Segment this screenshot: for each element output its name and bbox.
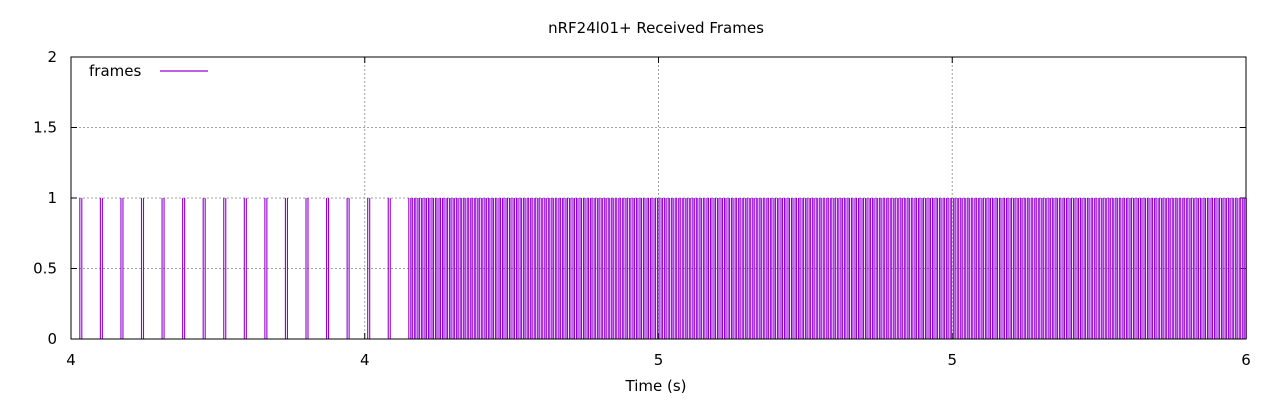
y-tick-label: 0.5 [33,260,57,278]
x-tick-label: 4 [66,351,76,369]
grid [71,57,1246,339]
y-tick-labels: 0 0.5 1 1.5 2 [33,48,57,348]
legend: frames [89,62,208,80]
series-frames [79,198,1247,339]
y-tick-label: 1 [47,189,57,207]
x-tick-label: 5 [947,351,957,369]
plot-border [70,56,1247,340]
x-tick-label: 6 [1241,351,1251,369]
x-tick-label: 4 [360,351,370,369]
y-tick-label: 0 [47,330,57,348]
x-tick-label: 5 [654,351,664,369]
x-tick-labels: 4 4 5 5 6 [66,351,1251,369]
y-tick-label: 1.5 [33,119,57,137]
chart-title: nRF24l01+ Received Frames [548,19,764,37]
x-axis-label: Time (s) [625,377,687,395]
y-tick-label: 2 [47,48,57,66]
legend-label-frames: frames [89,62,141,80]
